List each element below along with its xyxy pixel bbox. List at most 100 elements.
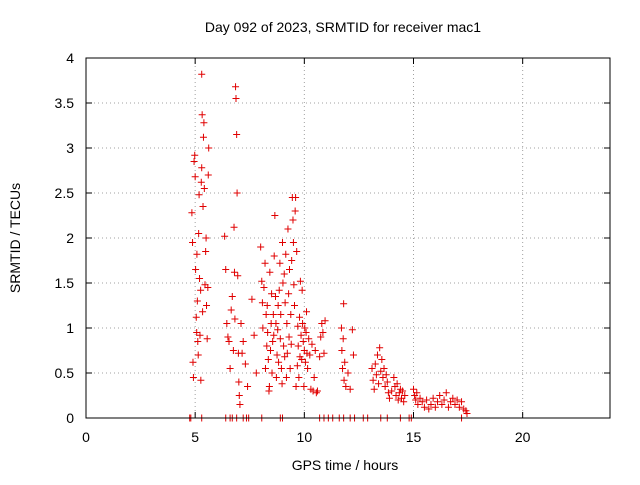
data-point xyxy=(283,320,291,327)
data-point xyxy=(431,403,439,411)
y-tick-label: 2 xyxy=(66,230,74,246)
data-point xyxy=(383,378,391,386)
data-point xyxy=(233,131,241,138)
data-point xyxy=(301,324,309,332)
data-point xyxy=(258,299,266,307)
data-point xyxy=(338,347,346,354)
data-point xyxy=(295,374,303,381)
data-point xyxy=(195,191,203,199)
data-point xyxy=(306,351,314,359)
data-point xyxy=(294,342,302,350)
data-point xyxy=(192,266,200,273)
data-point xyxy=(274,302,282,309)
data-point xyxy=(281,353,289,361)
data-point xyxy=(266,268,274,276)
data-point xyxy=(300,383,308,390)
data-point xyxy=(274,326,282,334)
data-point xyxy=(197,178,205,186)
y-tick-label: 2.5 xyxy=(55,185,75,201)
data-point xyxy=(189,239,197,246)
data-point xyxy=(190,158,198,165)
data-point xyxy=(293,248,301,255)
data-point xyxy=(340,376,348,384)
data-point xyxy=(270,331,278,339)
data-point xyxy=(198,164,206,172)
data-point xyxy=(301,358,309,366)
data-point xyxy=(189,358,197,366)
data-point xyxy=(238,349,246,357)
data-point xyxy=(319,329,327,336)
data-point xyxy=(272,293,280,300)
data-point xyxy=(197,376,205,384)
data-point xyxy=(189,374,197,381)
data-point xyxy=(275,358,283,366)
data-point xyxy=(369,376,377,384)
data-point xyxy=(423,396,431,404)
data-point xyxy=(311,347,319,354)
data-point xyxy=(296,313,304,321)
data-point xyxy=(451,401,459,408)
data-point xyxy=(282,374,290,381)
data-point xyxy=(234,272,242,280)
data-point xyxy=(194,338,202,345)
data-point xyxy=(410,385,417,393)
data-point xyxy=(384,389,392,397)
data-point xyxy=(401,392,409,399)
data-point xyxy=(260,284,268,291)
data-point xyxy=(303,308,311,316)
data-point xyxy=(231,315,239,323)
data-point xyxy=(413,389,421,397)
data-point xyxy=(316,353,324,361)
data-point xyxy=(287,311,295,318)
data-point xyxy=(438,401,446,408)
x-tick-label: 5 xyxy=(191,429,199,445)
data-point xyxy=(337,324,345,332)
data-point xyxy=(381,383,389,390)
data-point xyxy=(272,320,280,327)
data-point xyxy=(271,212,279,219)
data-point xyxy=(229,347,237,354)
data-point xyxy=(262,311,270,318)
data-point xyxy=(193,297,201,305)
data-point xyxy=(302,329,310,336)
data-point xyxy=(393,380,401,388)
data-point xyxy=(288,257,296,264)
data-point xyxy=(294,322,302,330)
data-point xyxy=(395,389,403,397)
x-tick-label: 15 xyxy=(406,429,422,445)
data-point xyxy=(272,374,280,381)
data-point xyxy=(368,365,376,372)
data-point xyxy=(192,313,200,321)
data-point xyxy=(268,290,276,298)
data-point xyxy=(427,401,435,408)
data-point xyxy=(266,347,274,354)
data-point xyxy=(342,383,350,390)
x-tick-label: 0 xyxy=(82,429,90,445)
axis-ticks: 0 0.5 1 1.5 2 2.5 3 3.5 4 0 5 10 15 20 xyxy=(55,50,610,445)
data-point xyxy=(287,340,295,348)
data-point xyxy=(373,351,381,359)
data-point xyxy=(263,302,271,309)
data-point xyxy=(200,185,208,192)
data-point xyxy=(299,338,307,345)
data-point xyxy=(277,365,285,372)
data-point xyxy=(265,383,273,390)
data-point xyxy=(191,151,199,159)
data-point xyxy=(382,371,390,379)
data-point xyxy=(270,252,278,260)
data-point xyxy=(199,308,207,316)
data-point xyxy=(228,293,236,300)
data-point xyxy=(230,223,238,231)
data-point xyxy=(310,374,318,381)
data-point xyxy=(202,234,210,242)
data-point xyxy=(278,380,286,388)
data-point xyxy=(285,266,293,273)
y-tick-label: 3.5 xyxy=(55,95,75,111)
x-axis-label: GPS time / hours xyxy=(292,457,399,473)
data-point xyxy=(259,324,267,332)
data-point xyxy=(285,333,293,341)
data-point xyxy=(191,173,199,181)
data-point xyxy=(440,396,448,404)
data-point xyxy=(237,320,245,327)
